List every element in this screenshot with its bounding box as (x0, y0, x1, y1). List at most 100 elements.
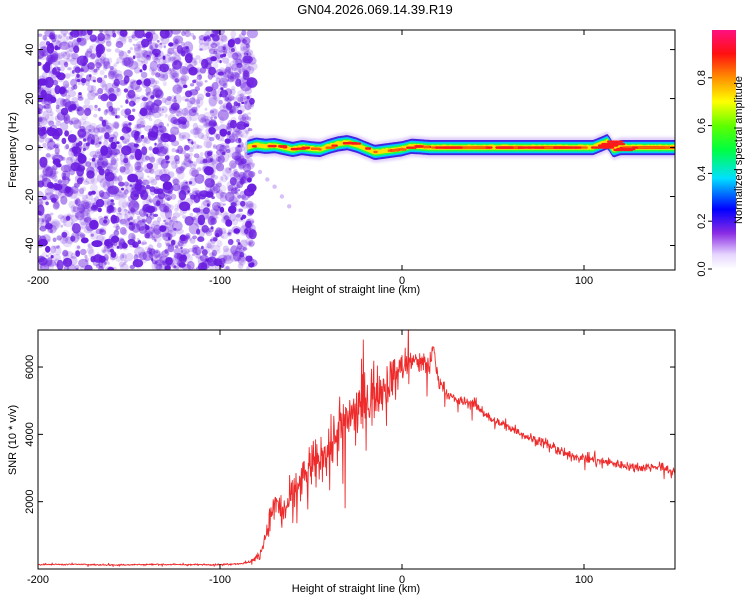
spectrogram-noise-cell (141, 218, 147, 223)
spectrogram-noise-cell (169, 219, 174, 226)
spectrogram-noise-cell (71, 86, 75, 91)
spectrogram-noise-cell (127, 49, 131, 54)
spectrogram-noise-cell (196, 80, 204, 87)
spectrogram-noise-cell (191, 98, 201, 106)
spectrogram-noise-cell (131, 223, 141, 233)
spectrogram-noise-cell (73, 45, 80, 54)
spectrogram-noise-cell (141, 137, 149, 144)
spectrogram-noise-cell (240, 129, 249, 139)
spectrogram-noise-cell (143, 50, 152, 59)
spectrogram-noise-cell (182, 239, 189, 244)
spectrogram-noise-cell (170, 69, 177, 79)
spectrogram-noise-cell (209, 52, 221, 62)
spectrogram-noise-cell (93, 80, 97, 83)
spectrogram-noise-cell (178, 110, 181, 112)
spectrogram-noise-cell (192, 110, 197, 113)
spectrogram-noise-cell (123, 261, 127, 265)
spectrogram-noise-cell (64, 131, 71, 137)
spectrogram-noise-cell (204, 198, 210, 202)
spectrogram-noise-cell (90, 130, 99, 137)
spectrogram-noise-cell (113, 121, 119, 130)
spectrogram-noise-cell (221, 235, 224, 239)
spectrogram-noise-cell (105, 124, 111, 130)
spectrogram-noise-cell (165, 257, 175, 267)
spectrogram-noise-cell (170, 30, 181, 35)
spectrogram-noise-cell (250, 262, 255, 267)
spectrogram-noise-cell (105, 40, 112, 47)
spectrogram-noise-cell (162, 81, 167, 87)
spectrogram-noise-cell (238, 208, 243, 213)
spectrogram-noise-cell (116, 224, 119, 227)
spectrogram-noise-cell (224, 96, 229, 101)
spectrogram-noise-cell (84, 107, 92, 116)
spectrogram-noise-cell (38, 117, 43, 122)
spectrogram-noise-cell (199, 152, 204, 157)
spectrogram-noise-cell (247, 128, 253, 132)
spectrogram-noise-cell (231, 155, 239, 160)
spectrogram-noise-cell (201, 174, 205, 178)
spectrogram-noise-cell (235, 153, 244, 163)
spectrogram-noise-cell (200, 117, 206, 124)
spectrogram-noise-cell (152, 123, 160, 130)
spectrogram-noise-cell (127, 210, 131, 214)
spectrogram-noise-cell (123, 75, 130, 84)
spectrogram-noise-cell (205, 141, 212, 149)
spectrogram-noise-cell (228, 109, 234, 115)
spectrogram-noise-cell (234, 72, 240, 78)
spectrogram-noise-cell (168, 209, 173, 214)
spectrogram-noise-cell (107, 147, 112, 154)
spectrogram-noise-cell (106, 48, 112, 53)
spectrogram-noise-cell (93, 113, 98, 118)
spectrogram-noise-cell (107, 266, 115, 270)
spectrogram-noise-cell (78, 152, 84, 159)
spectrogram-noise-cell (158, 264, 162, 269)
spectrogram-noise-cell (120, 105, 123, 108)
spectrogram-noise-cell (78, 92, 82, 96)
spectrogram-noise-cell (177, 170, 185, 180)
spectrogram-noise-cell (209, 154, 219, 165)
spectrogram-noise-cell (228, 133, 239, 143)
spectrogram-noise-cell (189, 114, 198, 122)
spectrogram-noise-cell (124, 115, 128, 119)
spectrogram-noise-cell (85, 124, 96, 134)
spectrogram-noise-cell (163, 45, 166, 49)
spectrogram-noise-cell (169, 56, 175, 62)
spectrogram-noise-cell (186, 64, 194, 72)
spectrogram-noise-cell (120, 109, 128, 117)
spectrogram-noise-cell (175, 221, 179, 224)
spectrogram-noise-cell (50, 124, 58, 134)
spectrogram-noise-cell (78, 151, 82, 155)
spectrogram-noise-cell (60, 195, 68, 205)
spectrogram-noise-cell (160, 222, 169, 230)
spectrogram-noise-cell (72, 190, 76, 194)
spectrogram-noise-cell (227, 71, 235, 80)
spectrogram-noise-cell (167, 47, 175, 55)
spectrogram-noise-cell (150, 49, 157, 55)
spectrogram-noise-cell (49, 229, 53, 233)
spectrogram-noise-cell (85, 105, 91, 112)
spectrogram-noise-cell (180, 162, 188, 170)
spectrogram-noise-cell (115, 256, 123, 262)
spectrogram-noise-cell (143, 178, 149, 182)
spectrogram-noise-cell (80, 234, 85, 238)
spectrogram-noise-cell (136, 245, 141, 249)
spectrogram-noise-cell (180, 254, 187, 261)
spectrogram-noise-cell (95, 51, 102, 59)
spectrogram-noise-cell (169, 106, 177, 115)
spectrogram-noise-cell (133, 202, 140, 209)
spectrogram-noise-cell (44, 213, 52, 224)
spectrogram-noise-cell (193, 143, 200, 150)
spectrogram-noise-cell (108, 134, 118, 145)
spectrogram-noise-cell (207, 136, 211, 140)
spectrogram-noise-cell (71, 141, 78, 147)
spectrogram-noise-cell (70, 78, 78, 87)
spectrogram-noise-cell (96, 173, 105, 183)
spectrogram-noise-cell (111, 235, 120, 243)
spectrogram-noise-cell (129, 184, 133, 187)
spectrogram-noise-cell (244, 116, 252, 120)
spectrogram-noise-cell (108, 69, 117, 77)
spectrogram-noise-cell (229, 199, 235, 204)
colorbar-tick-label: 0.6 (696, 118, 708, 133)
spectrogram-noise-cell (193, 141, 197, 145)
